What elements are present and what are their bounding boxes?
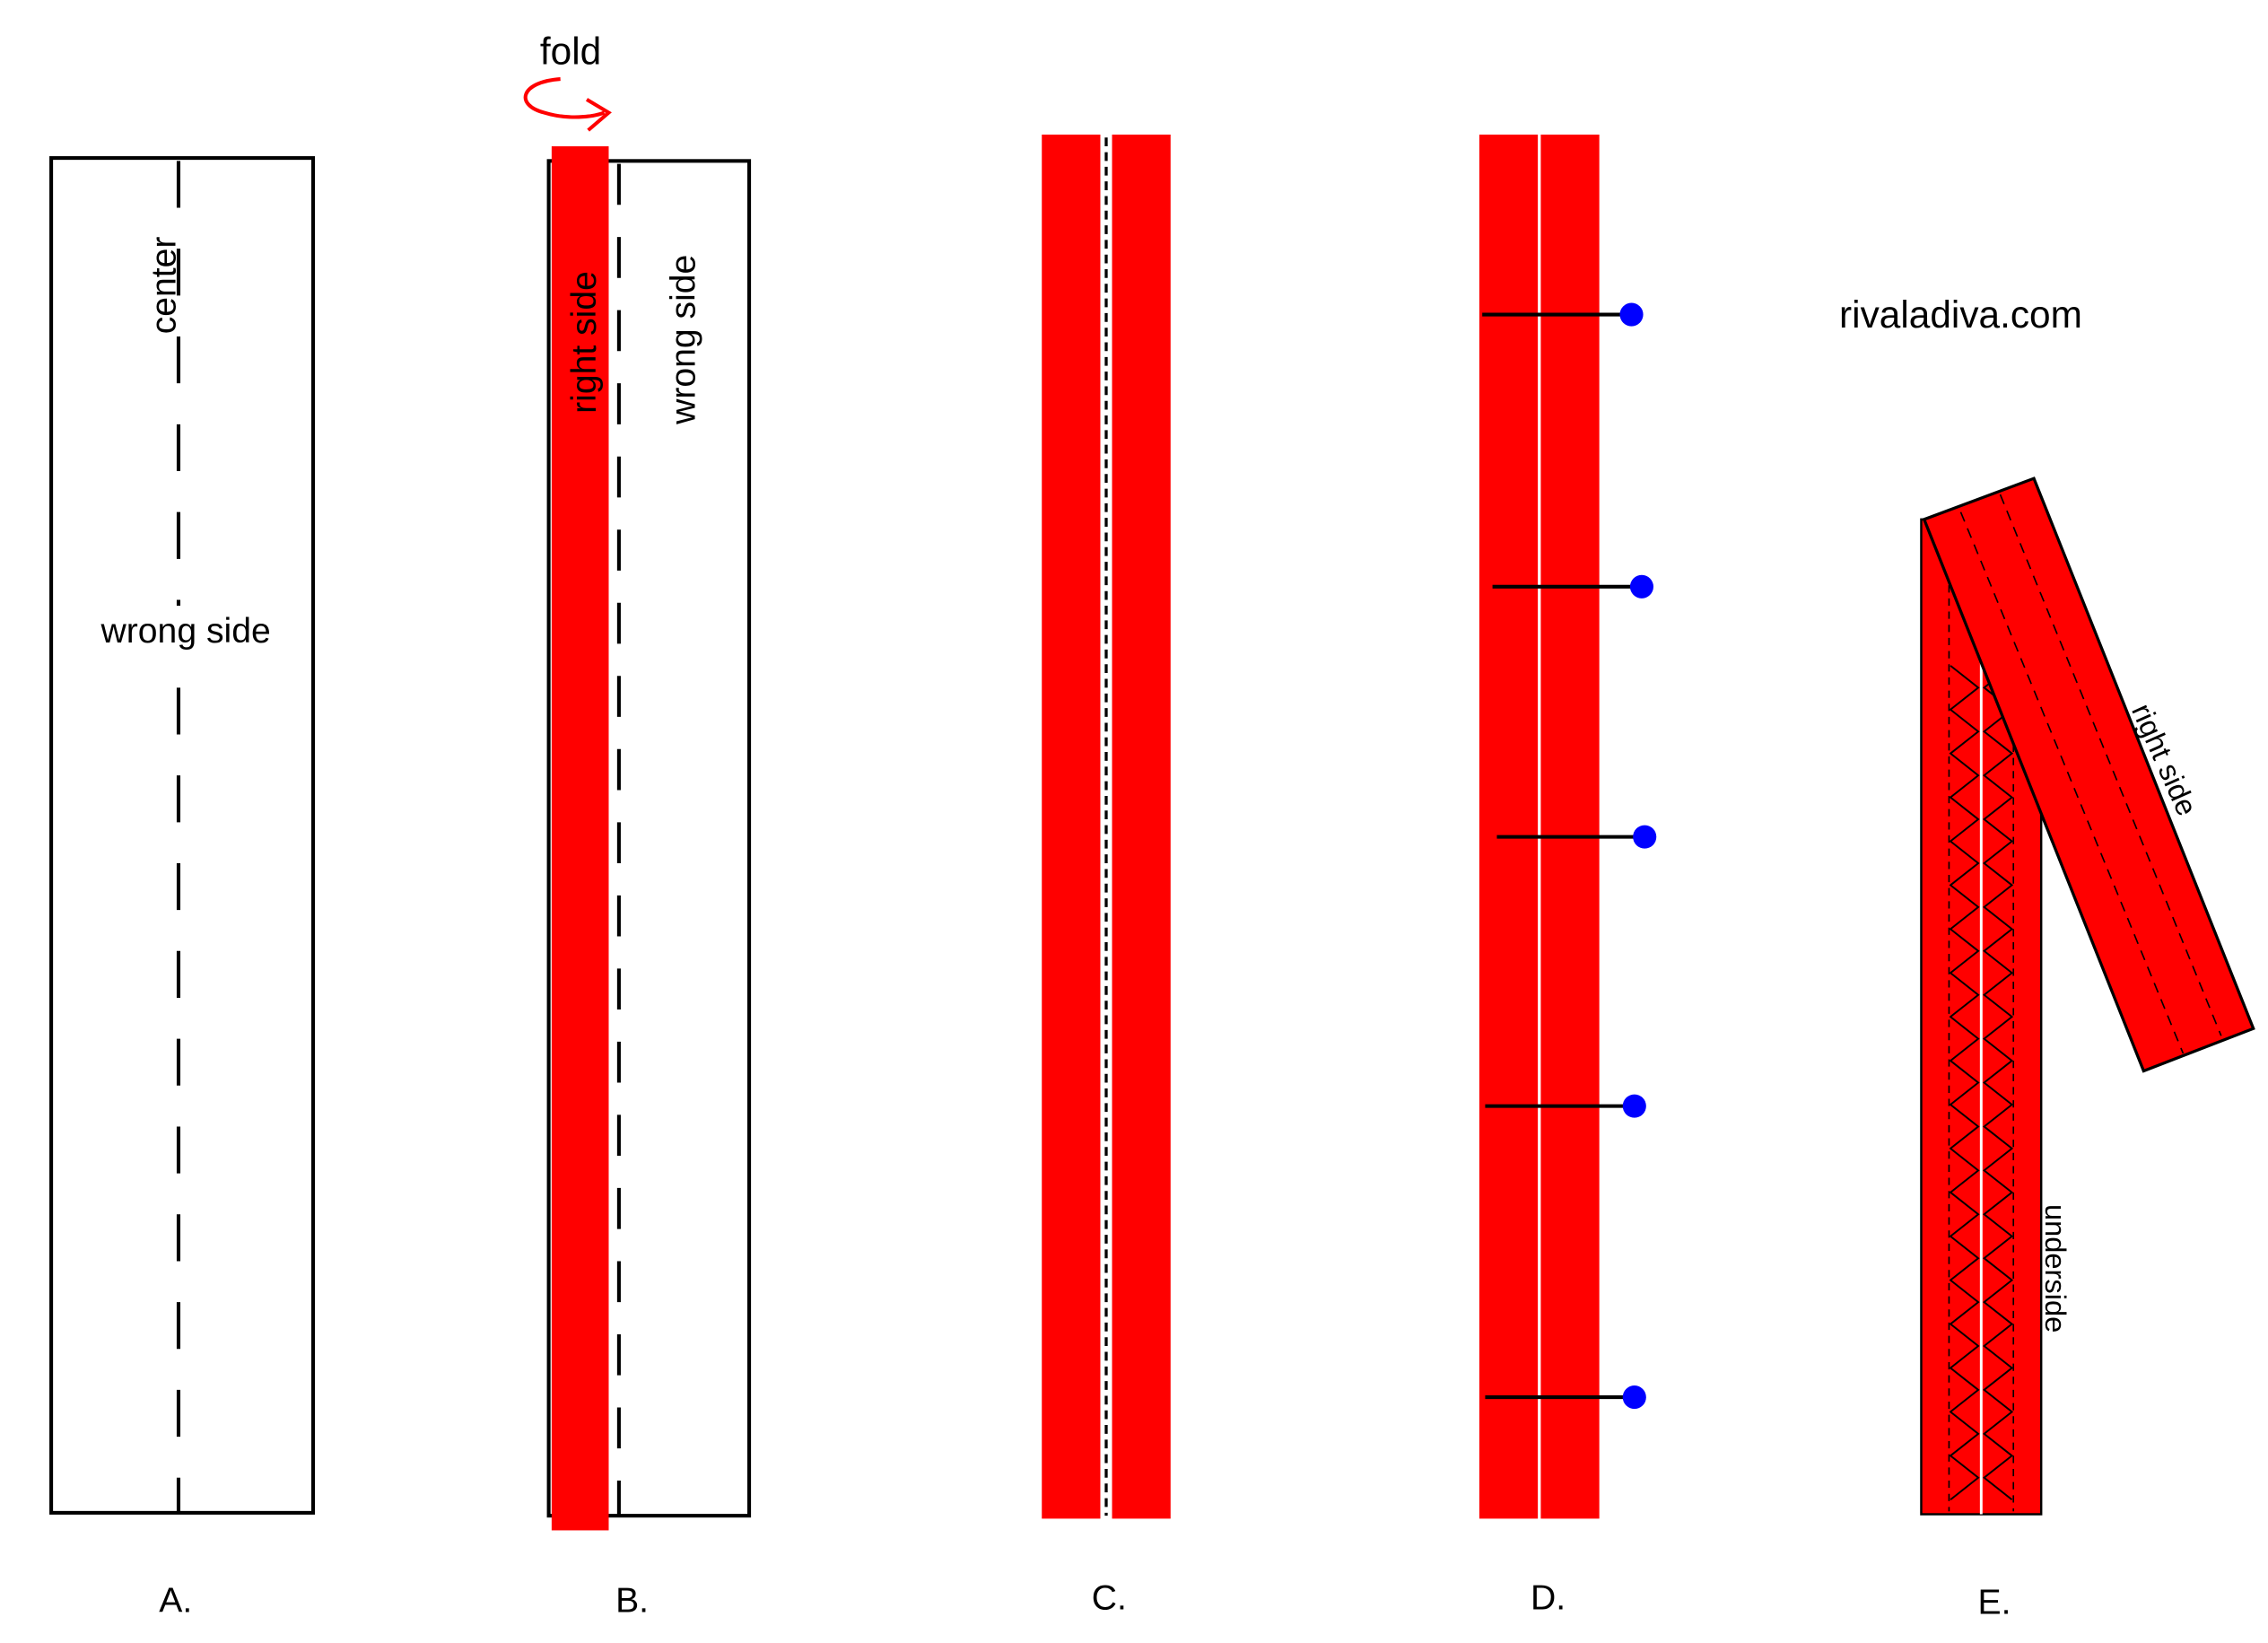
panel-b-fold-label: fold (540, 31, 601, 73)
pin (1492, 574, 1653, 599)
panel-a-label-mask (87, 606, 293, 659)
panel-c-left-strip (1042, 135, 1101, 1519)
pin-head-icon (1619, 302, 1644, 327)
pin (1496, 825, 1657, 849)
panel-e: right side underside E. (1920, 476, 2255, 1621)
panel-e-underside-label: underside (2039, 1204, 2072, 1333)
panel-b-folded-strip (551, 146, 609, 1531)
pin (1482, 302, 1644, 327)
panel-d-right-strip (1540, 135, 1600, 1519)
panel-c-right-strip (1112, 135, 1171, 1519)
panel-e-folded-stitch-line-2 (1999, 494, 2222, 1036)
panel-a-fabric-outline (49, 156, 316, 1515)
panel-a-center-label: center (145, 237, 184, 335)
panel-a: center wrong side A. (49, 156, 316, 1621)
fold-arrow-head-icon (585, 98, 612, 132)
pin-head-icon (1622, 1094, 1646, 1118)
fold-arrow-icon (523, 77, 606, 119)
site-watermark: rivaladiva.com (1839, 293, 2082, 336)
panel-d: D. (1479, 135, 1657, 1618)
panel-d-caption: D. (1531, 1579, 1566, 1618)
panel-e-folded-strip (1922, 476, 2255, 1073)
panel-d-left-strip (1479, 135, 1539, 1519)
zigzag-stitch-left (1949, 665, 1980, 1500)
panel-a-caption: A. (159, 1582, 192, 1621)
panel-b-caption: B. (615, 1582, 649, 1621)
pin-head-icon (1629, 574, 1653, 599)
pin-head-icon (1622, 1385, 1646, 1410)
pin (1485, 1385, 1646, 1410)
zigzag-stitch-right (1983, 665, 2014, 1500)
panel-c: C. (1042, 135, 1171, 1617)
pin-head-icon (1633, 825, 1657, 849)
panel-e-folded-stitch-line-1 (1959, 511, 2185, 1054)
panel-a-wrong-side-label: wrong side (100, 612, 271, 651)
panel-c-caption: C. (1092, 1579, 1127, 1618)
panel-b-wrong-side-label: wrong side (665, 255, 703, 425)
panel-b: fold right side wrong side B. (523, 31, 752, 1621)
panel-e-caption: E. (1978, 1583, 2011, 1621)
panel-b-right-side-label: right side (565, 271, 604, 414)
pin (1485, 1094, 1646, 1118)
